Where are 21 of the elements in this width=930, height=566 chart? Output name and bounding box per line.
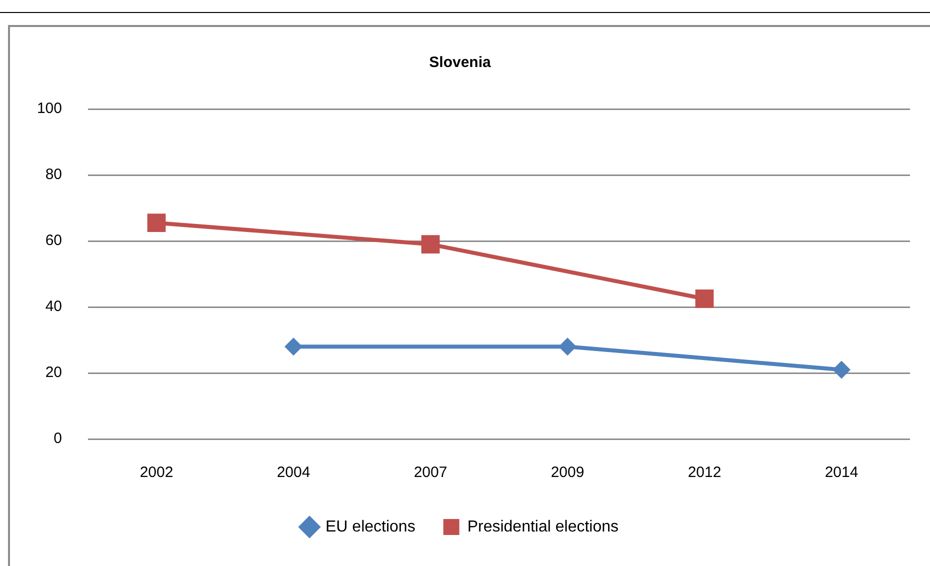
chart-title: Slovenia (429, 54, 492, 72)
y-tick-label: 60 (45, 232, 62, 250)
legend-label: EU elections (325, 518, 416, 536)
point (832, 360, 850, 379)
y-tick-label: 0 (54, 430, 62, 448)
y-tick-label: 80 (45, 166, 62, 184)
x-tick-label: 2002 (140, 464, 174, 482)
x-tick-label: 2007 (414, 464, 448, 482)
y-tick-label: 100 (36, 100, 62, 118)
x-tick-label: 2014 (824, 464, 858, 482)
y-tick-label: 40 (45, 298, 62, 316)
x-tick-label: 2012 (688, 464, 722, 482)
x-tick-label: 2004 (276, 464, 310, 482)
point (147, 214, 166, 232)
point (421, 235, 440, 254)
legend-label: Presidential elections (467, 518, 619, 536)
point (558, 338, 576, 356)
point (695, 290, 714, 308)
point (284, 338, 302, 356)
y-tick-label: 20 (45, 364, 62, 382)
x-tick-label: 2009 (550, 464, 584, 482)
